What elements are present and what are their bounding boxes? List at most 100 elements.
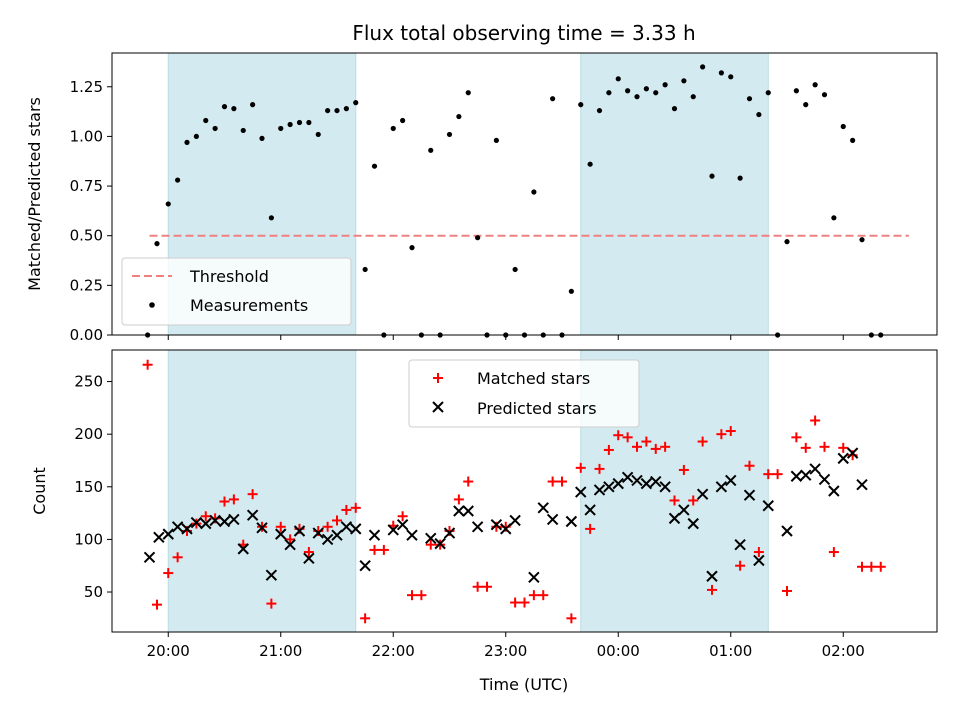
bottom-legend-box [408,359,640,428]
matched-star-point [697,436,708,447]
bot-xtick-label-0: 20:00 [147,642,190,660]
measurement-point [587,161,593,167]
predicted-star-point [537,502,549,514]
top-ytick-label-1: 0.25 [70,276,103,294]
bot-ytick-label-1: 100 [74,530,103,548]
predicted-star-point [781,525,793,537]
measurement-point [850,137,856,143]
predicted-star-point [668,512,681,525]
matched-star-point [782,585,792,596]
predicted-star-point [153,531,165,544]
measurement-point [343,106,349,112]
matched-star-point [603,444,614,455]
predicted-star-point [143,551,156,563]
matched-star-point [772,469,783,480]
predicted-star-point [368,529,381,541]
matched-star-point [716,429,727,440]
matched-star-point [200,511,211,522]
bot-xtick-label-2: 22:00 [372,642,415,660]
measurement-point [531,189,537,195]
matched-legend-marker [433,373,443,383]
measurement-point [718,70,724,76]
bot-ytick-label-4: 250 [74,373,103,391]
matched-star-point [669,495,680,506]
measurement-point [175,177,181,183]
predicted-star-point [725,474,737,487]
predicted-star-point [575,486,587,498]
predicted-star-point [696,488,709,500]
matched-star-point [735,560,746,571]
matched-star-point [678,464,689,475]
predicted-star-point [593,484,606,496]
matched-star-point [341,504,352,515]
measurements-legend-marker [149,302,155,308]
bot-xtick-label-6: 02:00 [822,642,865,660]
measurement-point [550,96,556,102]
measurement-point [446,131,453,138]
predicted-star-point [303,552,315,565]
measurement-point [784,239,790,245]
measurement-point [765,90,771,96]
x-axis-label: Time (UTC) [479,675,568,694]
matched-star-point [828,547,839,558]
matched-star-point [528,590,539,601]
matched-star-point [463,476,474,487]
predicted-star-point [846,447,859,459]
measurement-point [193,133,199,140]
predicted-star-point [284,538,296,551]
predicted-star-points [143,447,868,583]
predicted-star-point [828,485,840,497]
predicted-star-point [509,514,521,527]
predicted-legend-marker [432,401,444,413]
predicted-star-point [359,560,371,572]
measurement-point [259,135,265,141]
measurement-point [306,119,312,126]
predicted-star-point [443,527,456,539]
predicted-star-point [565,515,578,528]
matched-star-point [172,552,183,563]
matched-star-point [585,523,596,534]
predicted-star-point [387,524,399,536]
predicted-star-point [246,509,259,521]
matched-star-point [275,521,286,532]
matched-star-point [688,495,699,506]
measurement-point [203,117,209,124]
predicted-star-point [237,543,249,555]
matched-star-point [228,494,239,505]
matched-legend-label: Matched stars [477,369,590,388]
predicted-star-point [256,522,268,534]
matched-star-point [622,432,633,443]
top-ytick-label-3: 0.75 [70,177,103,195]
predicted-star-point [434,537,446,550]
measurement-point [596,107,603,114]
predicted-star-point [265,569,278,581]
predicted-star-point [209,514,221,527]
matched-star-point [650,443,661,454]
measurement-point [400,117,406,124]
matched-star-point [810,415,821,426]
measurement-point [456,113,462,120]
matched-star-point [632,441,642,452]
predicted-star-point [181,523,193,535]
measurement-point [334,107,340,114]
predicted-star-point [621,471,634,484]
measurement-point [793,88,799,94]
measurement-point [154,241,160,247]
predicted-star-point [790,470,803,482]
matched-star-point [416,590,427,601]
predicted-star-point [734,538,746,551]
predicted-star-point [603,481,615,493]
top-shade-1 [580,53,769,335]
matched-star-point [322,521,333,532]
predicted-star-point [818,473,831,486]
matched-star-point [247,489,258,500]
bot-xtick-label-3: 23:00 [484,642,527,660]
predicted-star-point [762,500,774,512]
predicted-star-point [837,452,849,465]
measurement-point [325,107,331,114]
predicted-star-point [528,571,540,583]
measurement-point [353,100,359,106]
matched-star-point [857,561,867,572]
bottom-axes-frame [111,349,938,633]
predicted-star-point [396,518,409,531]
